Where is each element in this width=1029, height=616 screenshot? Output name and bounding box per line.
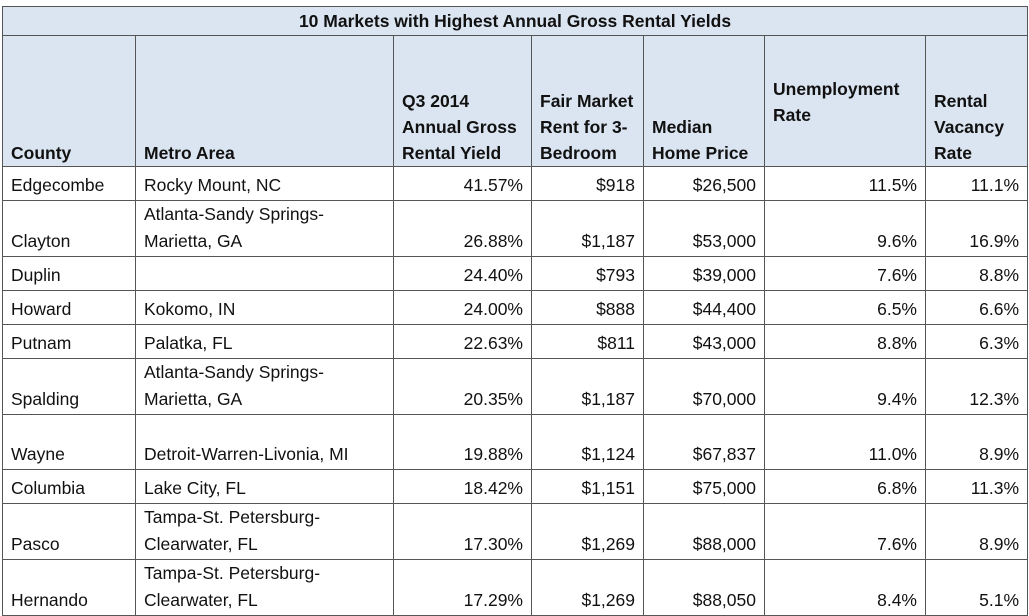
metro-cell: Lake City, FL bbox=[135, 469, 394, 504]
metro-cell: Kokomo, IN bbox=[135, 290, 394, 325]
table-row: Pasco Tampa-St. Petersburg-Clearwater, F… bbox=[2, 503, 1029, 560]
metro-cell: Tampa-St. Petersburg-Clearwater, FL bbox=[135, 503, 394, 560]
unemployment-cell: 7.6% bbox=[764, 503, 926, 560]
vacancy-cell: 6.6% bbox=[924, 290, 1029, 325]
vacancy-cell: 12.3% bbox=[924, 358, 1029, 415]
unemployment-cell: 8.4% bbox=[764, 559, 926, 616]
yield-cell: 22.63% bbox=[393, 324, 532, 359]
price-cell: $43,000 bbox=[643, 324, 765, 359]
county-cell: Pasco bbox=[2, 503, 136, 560]
vacancy-cell: 8.9% bbox=[924, 414, 1029, 470]
price-cell: $26,500 bbox=[643, 166, 765, 201]
county-cell: Edgecombe bbox=[2, 166, 136, 201]
rent-cell: $1,124 bbox=[531, 414, 644, 470]
price-cell: $88,000 bbox=[643, 503, 765, 560]
rent-cell: $1,151 bbox=[531, 469, 644, 504]
county-cell: Putnam bbox=[2, 324, 136, 359]
table-row: Putnam Palatka, FL 22.63% $811 $43,000 8… bbox=[2, 324, 1029, 359]
unemployment-cell: 11.0% bbox=[764, 414, 926, 470]
yield-cell: 18.42% bbox=[393, 469, 532, 504]
table-row: Columbia Lake City, FL 18.42% $1,151 $75… bbox=[2, 469, 1029, 504]
metro-cell: Atlanta-Sandy Springs-Marietta, GA bbox=[135, 200, 394, 257]
price-cell: $67,837 bbox=[643, 414, 765, 470]
yield-cell: 20.35% bbox=[393, 358, 532, 415]
header-metro-area: Metro Area bbox=[135, 35, 394, 167]
yield-cell: 24.00% bbox=[393, 290, 532, 325]
table-row: Wayne Detroit-Warren-Livonia, MI 19.88% … bbox=[2, 414, 1029, 470]
unemployment-cell: 9.6% bbox=[764, 200, 926, 257]
yield-cell: 24.40% bbox=[393, 256, 532, 291]
rental-yields-table: 10 Markets with Highest Annual Gross Ren… bbox=[1, 6, 1029, 616]
header-unemployment-rate: Unemployment Rate bbox=[764, 35, 926, 167]
yield-cell: 26.88% bbox=[393, 200, 532, 257]
unemployment-cell: 9.4% bbox=[764, 358, 926, 415]
county-cell: Wayne bbox=[2, 414, 136, 470]
unemployment-cell: 8.8% bbox=[764, 324, 926, 359]
rent-cell: $918 bbox=[531, 166, 644, 201]
price-cell: $39,000 bbox=[643, 256, 765, 291]
vacancy-cell: 5.1% bbox=[924, 559, 1029, 616]
vacancy-cell: 11.3% bbox=[924, 469, 1029, 504]
vacancy-cell: 8.8% bbox=[924, 256, 1029, 291]
price-cell: $44,400 bbox=[643, 290, 765, 325]
table-row: Edgecombe Rocky Mount, NC 41.57% $918 $2… bbox=[2, 166, 1029, 201]
vacancy-cell: 16.9% bbox=[924, 200, 1029, 257]
rent-cell: $811 bbox=[531, 324, 644, 359]
header-county: County bbox=[2, 35, 136, 167]
table-row: Clayton Atlanta-Sandy Springs-Marietta, … bbox=[2, 200, 1029, 257]
county-cell: Clayton bbox=[2, 200, 136, 257]
metro-cell: Atlanta-Sandy Springs-Marietta, GA bbox=[135, 358, 394, 415]
header-fair-market-rent: Fair Market Rent for 3-Bedroom bbox=[531, 35, 644, 167]
yield-cell: 17.29% bbox=[393, 559, 532, 616]
price-cell: $88,050 bbox=[643, 559, 765, 616]
vacancy-cell: 6.3% bbox=[924, 324, 1029, 359]
rent-cell: $1,187 bbox=[531, 200, 644, 257]
metro-cell: Detroit-Warren-Livonia, MI bbox=[135, 414, 394, 470]
table-row: Spalding Atlanta-Sandy Springs-Marietta,… bbox=[2, 358, 1029, 415]
rent-cell: $1,269 bbox=[531, 503, 644, 560]
rent-cell: $1,187 bbox=[531, 358, 644, 415]
metro-cell: Palatka, FL bbox=[135, 324, 394, 359]
table-row: Howard Kokomo, IN 24.00% $888 $44,400 6.… bbox=[2, 290, 1029, 325]
unemployment-cell: 11.5% bbox=[764, 166, 926, 201]
price-cell: $70,000 bbox=[643, 358, 765, 415]
header-rental-yield: Q3 2014 Annual Gross Rental Yield bbox=[393, 35, 532, 167]
county-cell: Duplin bbox=[2, 256, 136, 291]
unemployment-cell: 6.8% bbox=[764, 469, 926, 504]
header-rental-vacancy-rate: Rental Vacancy Rate bbox=[924, 35, 1029, 167]
metro-cell: Tampa-St. Petersburg-Clearwater, FL bbox=[135, 559, 394, 616]
metro-cell bbox=[135, 256, 394, 291]
county-cell: Hernando bbox=[2, 559, 136, 616]
price-cell: $75,000 bbox=[643, 469, 765, 504]
unemployment-cell: 6.5% bbox=[764, 290, 926, 325]
header-median-home-price: Median Home Price bbox=[643, 35, 765, 167]
metro-cell: Rocky Mount, NC bbox=[135, 166, 394, 201]
table-title: 10 Markets with Highest Annual Gross Ren… bbox=[1, 6, 1029, 36]
table-row: Hernando Tampa-St. Petersburg-Clearwater… bbox=[2, 559, 1029, 616]
table-row: Duplin 24.40% $793 $39,000 7.6% 8.8% bbox=[2, 256, 1029, 291]
yield-cell: 19.88% bbox=[393, 414, 532, 470]
yield-cell: 41.57% bbox=[393, 166, 532, 201]
county-cell: Columbia bbox=[2, 469, 136, 504]
rent-cell: $888 bbox=[531, 290, 644, 325]
unemployment-cell: 7.6% bbox=[764, 256, 926, 291]
rent-cell: $793 bbox=[531, 256, 644, 291]
vacancy-cell: 11.1% bbox=[924, 166, 1029, 201]
county-cell: Howard bbox=[2, 290, 136, 325]
rent-cell: $1,269 bbox=[531, 559, 644, 616]
vacancy-cell: 8.9% bbox=[924, 503, 1029, 560]
yield-cell: 17.30% bbox=[393, 503, 532, 560]
price-cell: $53,000 bbox=[643, 200, 765, 257]
county-cell: Spalding bbox=[2, 358, 136, 415]
